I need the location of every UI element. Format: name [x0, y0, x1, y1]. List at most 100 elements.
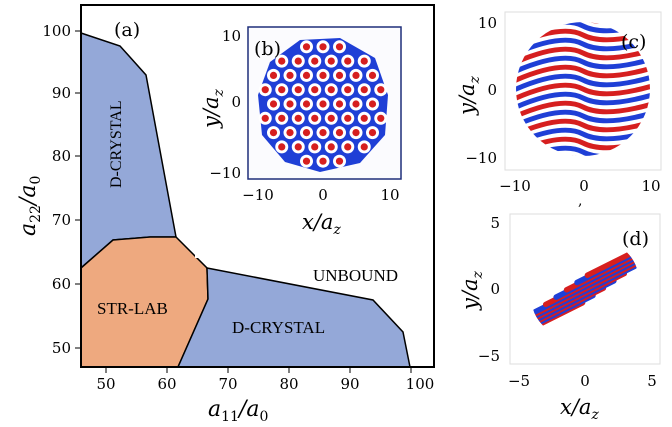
crystal-site-core [377, 86, 385, 94]
crystal-site-core [269, 100, 278, 108]
crystal-site-core [344, 114, 352, 122]
crystal-site-core [360, 143, 368, 151]
x-tick-label: 0 [318, 186, 328, 204]
crystal-site-core [278, 86, 286, 94]
density-stripe [516, 62, 650, 88]
crystal-site-core [335, 157, 344, 165]
crystal-site-core [302, 43, 311, 51]
density-panel-b: (b) −10 0 10 10 0 −10 x/az y/az [195, 18, 430, 258]
y-tick-label: −10 [209, 164, 241, 182]
crystal-site-core [269, 71, 278, 79]
crystal-site-core [286, 100, 294, 108]
unbound-label: UNBOUND [313, 266, 398, 285]
crystal-site-core [368, 100, 377, 108]
panel-label-b: (b) [254, 38, 281, 60]
crystal-site-core [335, 71, 344, 79]
crystal-site-core [319, 157, 327, 165]
crystal-site-core [269, 129, 278, 137]
density-stripe [516, 107, 650, 133]
x-axis-label-c-partial: , [578, 193, 582, 209]
crystal-site-core [302, 100, 311, 108]
y-tick-label: 100 [42, 22, 71, 40]
crystal-site-core [278, 114, 286, 122]
crystal-site-core [327, 86, 335, 94]
x-axis-label-b: x/az [302, 210, 341, 238]
density-stripe [516, 35, 650, 61]
crystal-site-core [319, 71, 327, 79]
crystal-site-core [360, 114, 368, 122]
density-stripe [516, 53, 650, 79]
crystal-site-core [327, 114, 335, 122]
crystal-site-core [335, 43, 344, 51]
panel-label-a: (a) [114, 19, 140, 41]
density-stripe [516, 89, 650, 115]
y-tick-label: 50 [52, 339, 71, 357]
density-stripe [516, 71, 650, 97]
x-ticks-a [105, 367, 412, 373]
y-tick-label: −5 [478, 347, 500, 365]
crystal-sites [258, 40, 388, 168]
crystal-site-core [311, 143, 319, 151]
crystal-site-core [278, 57, 286, 65]
density-stripe [516, 98, 650, 124]
panel-label-d: (d) [622, 228, 649, 250]
d-crystal-top-label: D-CRYSTAL [108, 100, 125, 188]
x-tick-label: −10 [499, 177, 531, 195]
str-lab-label: STR-LAB [97, 299, 168, 318]
x-axis-label-a: a11/a0 [208, 397, 268, 425]
y-axis-label-d: y/az [458, 271, 486, 311]
crystal-site-core [286, 71, 294, 79]
x-tick-label: 90 [340, 375, 359, 393]
y-tick-label: 0 [487, 81, 497, 99]
crystal-site-core [335, 100, 344, 108]
crystal-site-core [352, 129, 360, 137]
crystal-site-core [335, 129, 344, 137]
density-stripe [516, 44, 650, 70]
crystal-site-core [344, 86, 352, 94]
x-tick-label: 70 [218, 375, 237, 393]
x-tick-label: 60 [157, 375, 176, 393]
x-tick-label: 0 [580, 372, 590, 390]
y-axis-label-a: a22/a0 [16, 176, 44, 236]
panel-label-c: (c) [621, 31, 646, 53]
crystal-site-core [294, 114, 302, 122]
x-tick-label: 0 [579, 177, 589, 195]
x-tick-label: −5 [508, 372, 530, 390]
crystal-site-core [294, 86, 302, 94]
crystal-site-core [319, 100, 327, 108]
d-crystal-bottom-label: D-CRYSTAL [232, 318, 325, 337]
x-tick-label: 10 [641, 177, 660, 195]
crystal-site-core [302, 157, 311, 165]
crystal-site-core [286, 129, 294, 137]
crystal-site-core [261, 114, 269, 122]
crystal-site-core [302, 71, 311, 79]
x-tick-label: 5 [647, 372, 657, 390]
crystal-site-core [278, 143, 286, 151]
crystal-site-core [344, 57, 352, 65]
y-tick-label: 10 [222, 27, 241, 45]
y-tick-label: 80 [52, 147, 71, 165]
y-tick-label: 70 [52, 211, 71, 229]
y-tick-label: 90 [52, 84, 71, 102]
d-crystal-top-region [80, 31, 177, 270]
crystal-site-core [319, 43, 327, 51]
y-tick-label: 10 [478, 14, 497, 32]
crystal-site-core [294, 143, 302, 151]
x-tick-label: 80 [279, 375, 298, 393]
phase-diagram-panel: 50 60 70 80 90 100 100 90 80 70 60 50 a1… [16, 4, 435, 425]
density-panel-d: (d) −5 0 5 5 0 −5 x/az y/az [458, 213, 661, 423]
crystal-site-core [360, 86, 368, 94]
y-tick-label: 60 [52, 275, 71, 293]
density-stripe [516, 80, 650, 106]
y-axis-label-c: y/az [455, 76, 483, 116]
y-tick-label: 0 [490, 280, 500, 298]
crystal-site-core [368, 71, 377, 79]
x-tick-label: 50 [96, 375, 115, 393]
crystal-site-core [261, 86, 269, 94]
y-tick-label: 0 [231, 93, 241, 111]
crystal-site-core [352, 100, 360, 108]
crystal-site-core [302, 129, 311, 137]
crystal-site-core [327, 143, 335, 151]
crystal-site-core [368, 129, 377, 137]
x-axis-label-d: x/az [560, 395, 599, 423]
